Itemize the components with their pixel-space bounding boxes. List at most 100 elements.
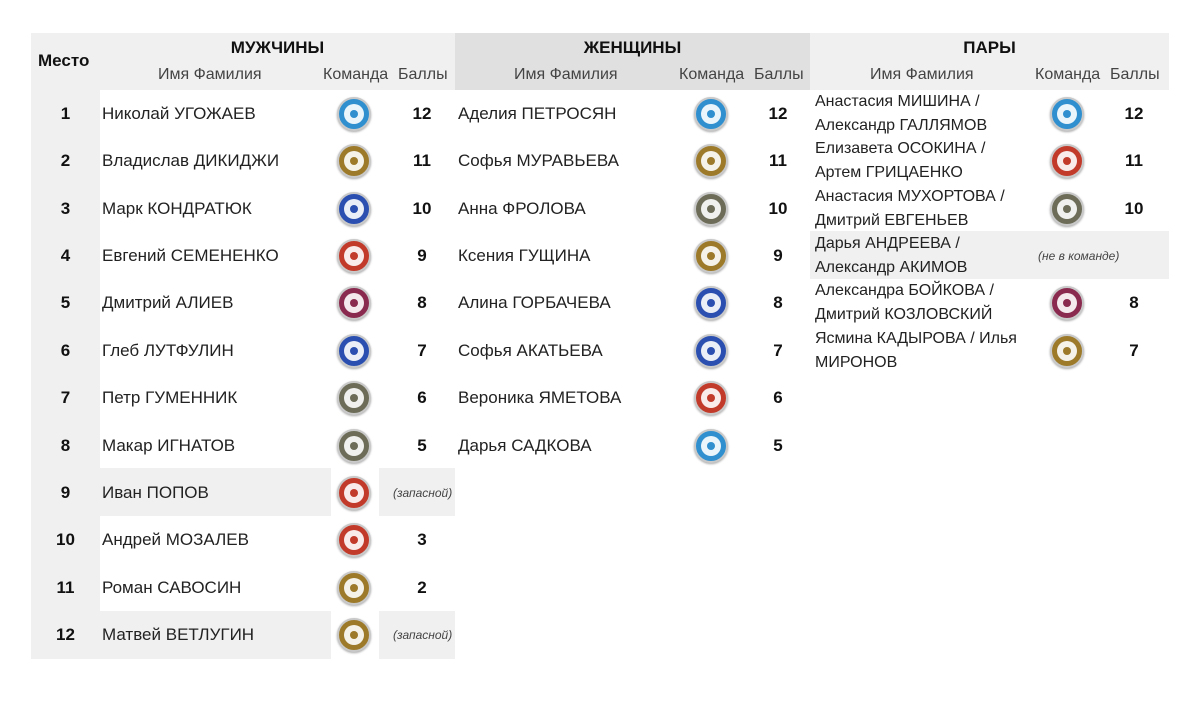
place-number: 5	[60, 293, 71, 313]
score: 7	[773, 340, 783, 360]
team-logo-icon	[694, 238, 728, 273]
place-number: 9	[60, 482, 71, 502]
team-logo-icon	[337, 191, 371, 226]
pair-names: Ясмина КАДЫРОВА / Илья МИРОНОВ	[815, 329, 1017, 371]
score: 12	[768, 103, 788, 123]
score: 12	[412, 103, 432, 123]
athlete-name: Анна ФРОЛОВА	[458, 198, 586, 218]
score: 6	[773, 388, 783, 408]
athlete-name: Глеб ЛУТФУЛИН	[102, 340, 234, 360]
women-team-col-header: Команда	[679, 66, 745, 83]
team-logo-icon	[337, 475, 371, 510]
team-logo-icon	[694, 191, 728, 226]
pairs-score-col-header: Баллы	[1110, 66, 1160, 83]
score: 11	[1125, 151, 1143, 171]
men-reserve-stripe	[100, 468, 455, 516]
score: 10	[768, 198, 788, 218]
team-logo-icon	[694, 333, 728, 368]
place-number: 7	[60, 388, 71, 408]
athlete-name: Роман САВОСИН	[102, 577, 242, 597]
team-logo-icon	[337, 428, 371, 463]
team-logo-icon	[694, 144, 728, 179]
team-logo-icon	[1050, 286, 1084, 321]
place-number: 10	[56, 530, 75, 550]
pair-names: Елизавета ОСОКИНА / Артем ГРИЦАЕНКО	[815, 140, 986, 182]
athlete-name: Вероника ЯМЕТОВА	[458, 388, 622, 408]
men-score-col-header: Баллы	[398, 66, 448, 83]
score: 5	[773, 435, 783, 455]
athlete-name: Дмитрий АЛИЕВ	[102, 293, 234, 313]
athlete-name: Петр ГУМЕННИК	[102, 388, 238, 408]
place-number: 12	[56, 625, 75, 645]
athlete-name: Дарья САДКОВА	[458, 435, 592, 455]
score: 7	[417, 340, 427, 360]
women-header-bg	[455, 33, 810, 90]
pairs-name-col-header: Имя Фамилия	[870, 66, 974, 83]
score: 6	[417, 388, 427, 408]
athlete-name: Владислав ДИКИДЖИ	[102, 151, 280, 171]
score: 2	[417, 577, 427, 597]
athlete-name: Матвей ВЕТЛУГИН	[102, 625, 255, 645]
pairs-header-bg	[810, 33, 1169, 90]
team-logo-icon	[337, 618, 371, 653]
men-name-col-header: Имя Фамилия	[158, 66, 262, 83]
athlete-name: Марк КОНДРАТЮК	[102, 198, 252, 218]
pairs-noteam-stripe	[810, 231, 1169, 279]
athlete-name: Софья АКАТЬЕВА	[458, 340, 603, 360]
pair-names: Дарья АНДРЕЕВА / Александр АКИМОВ	[815, 234, 968, 276]
pair-names: Анастасия МУХОРТОВА / Дмитрий ЕВГЕНЬЕВ	[815, 187, 1005, 229]
team-logo-icon	[337, 238, 371, 273]
pair-names: Анастасия МИШИНА / Александр ГАЛЛЯМОВ	[815, 92, 988, 134]
score: 9	[773, 245, 783, 265]
athlete-name: Алина ГОРБАЧЕВА	[458, 293, 611, 313]
men-reserve-stripe	[100, 611, 455, 659]
team-logo-icon	[1050, 96, 1084, 131]
place-column-bg	[31, 33, 100, 659]
men-title: МУЖЧИНЫ	[230, 38, 325, 57]
team-logo-icon	[337, 333, 371, 368]
team-logo-icon	[337, 144, 371, 179]
score: 8	[417, 293, 427, 313]
athlete-name: Иван ПОПОВ	[102, 482, 209, 502]
team-logo-icon	[694, 96, 728, 131]
athlete-name: Макар ИГНАТОВ	[102, 435, 236, 455]
place-number: 6	[60, 340, 71, 360]
pairs-team-col-header: Команда	[1035, 66, 1101, 83]
score: 12	[1124, 103, 1144, 123]
place-number: 2	[60, 151, 71, 171]
score: 11	[769, 151, 787, 171]
pair-names: Александра БОЙКОВА / Дмитрий КОЗЛОВСКИЙ	[815, 282, 994, 324]
place-number: 8	[60, 435, 71, 455]
team-logo-icon	[694, 381, 728, 416]
athlete-name: Николай УГОЖАЕВ	[102, 103, 256, 123]
team-logo-icon	[337, 381, 371, 416]
place-number: 11	[56, 577, 75, 597]
place-number: 1	[60, 103, 71, 123]
score: 8	[773, 293, 783, 313]
score: 7	[1129, 340, 1139, 360]
athlete-name: Софья МУРАВЬЕВА	[458, 151, 619, 171]
reserve-note: (запасной)	[393, 628, 453, 643]
score: 10	[412, 198, 432, 218]
team-logo-icon	[337, 286, 371, 321]
team-logo-icon	[337, 523, 371, 558]
place-number: 3	[60, 198, 71, 218]
score: 11	[413, 151, 431, 171]
team-logo-icon	[1050, 191, 1084, 226]
athlete-name: Аделия ПЕТРОСЯН	[458, 103, 617, 123]
score: 3	[417, 530, 427, 550]
team-logo-icon	[694, 286, 728, 321]
women-title: ЖЕНЩИНЫ	[583, 38, 682, 57]
team-logo-icon	[1050, 144, 1084, 179]
team-logo-icon	[1050, 333, 1084, 368]
women-name-col-header: Имя Фамилия	[514, 66, 618, 83]
team-logo-icon	[337, 96, 371, 131]
reserve-note: (запасной)	[393, 485, 453, 500]
score: 8	[1129, 293, 1139, 313]
pairs-title: ПАРЫ	[963, 38, 1016, 57]
score: 10	[1124, 198, 1144, 218]
men-header-bg	[100, 33, 455, 90]
place-header: Место	[38, 51, 90, 70]
place-number: 4	[60, 245, 71, 265]
women-score-col-header: Баллы	[754, 66, 804, 83]
